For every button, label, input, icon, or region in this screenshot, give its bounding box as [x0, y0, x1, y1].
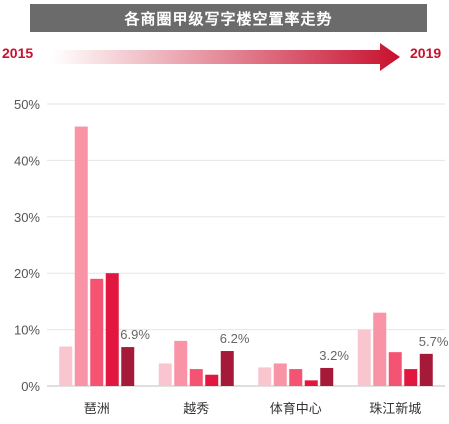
bar [90, 278, 104, 386]
bar [59, 346, 73, 386]
bar [419, 353, 433, 386]
timeline-arrow [52, 43, 400, 71]
category-label: 体育中心 [270, 401, 322, 417]
bar [189, 369, 203, 386]
chart-title: 各商圈甲级写字楼空置率走势 [30, 4, 427, 32]
bar [74, 126, 88, 386]
bar [357, 329, 371, 386]
bar [373, 312, 387, 386]
y-tick-label: 10% [14, 323, 40, 338]
bar-chart: 0% 10% 20% 30% 40% 50% 6.9% 6.2% 3.2% 5.7% 琶洲 越秀 体… [14, 97, 449, 417]
bar [304, 380, 318, 386]
data-label: 6.9% [120, 327, 150, 342]
data-label: 6.2% [220, 331, 250, 346]
bar [289, 369, 303, 386]
bar [220, 351, 234, 386]
y-tick-label: 30% [14, 210, 40, 225]
y-tick-label: 40% [14, 153, 40, 168]
data-labels: 6.9% 6.2% 3.2% 5.7% [120, 327, 449, 363]
category-label: 琶洲 [84, 402, 110, 417]
bar [258, 367, 272, 386]
bar [388, 352, 402, 386]
y-axis: 0% 10% 20% 30% 40% 50% [14, 97, 40, 394]
category-label: 越秀 [183, 402, 209, 417]
bar [320, 367, 334, 386]
end-year-label: 2019 [410, 45, 442, 61]
bar [273, 363, 287, 386]
data-label: 3.2% [319, 348, 349, 363]
bar [205, 374, 219, 386]
bars [59, 126, 433, 386]
bar [158, 363, 172, 386]
start-year-label: 2015 [2, 45, 34, 61]
y-tick-label: 0% [21, 379, 40, 394]
bar [121, 347, 135, 386]
bar [105, 273, 119, 386]
bar [404, 369, 418, 386]
bar [174, 340, 188, 386]
y-tick-label: 20% [14, 266, 40, 281]
data-label: 5.7% [419, 334, 449, 349]
x-axis: 琶洲 越秀 体育中心 珠江新城 [84, 401, 422, 417]
category-label: 珠江新城 [369, 401, 421, 417]
y-tick-label: 50% [14, 97, 40, 112]
